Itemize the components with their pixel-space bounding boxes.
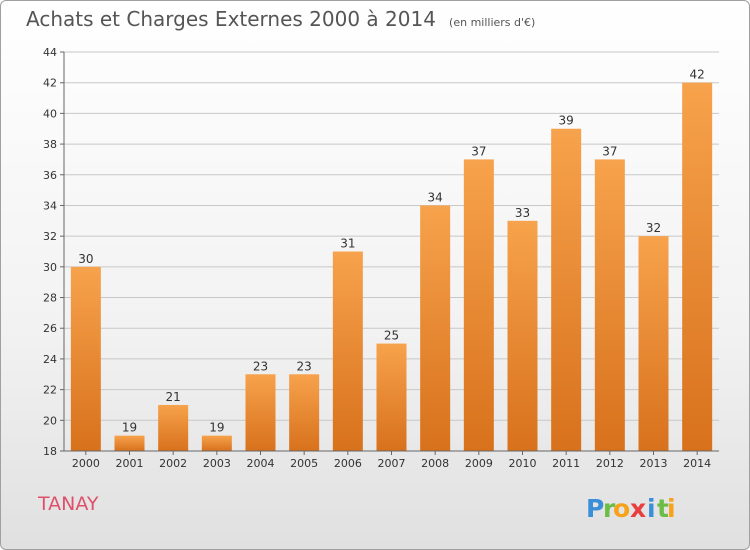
x-tick-label: 2010 [509,457,537,470]
y-tick-label: 26 [43,322,57,335]
bar-2010 [507,220,538,451]
data-label: 23 [297,359,312,373]
y-tick-label: 38 [43,138,57,151]
logo-letter: i [647,494,656,523]
bar-2002 [158,404,189,451]
chart-subtitle: (en milliers d'€) [449,16,536,29]
y-tick-label: 34 [43,199,57,212]
bars [70,82,713,451]
x-tick-label: 2009 [465,457,493,470]
bar-2011 [551,128,582,451]
title-row: Achats et Charges Externes 2000 à 2014 (… [26,7,535,31]
logo-letter: i [667,494,676,523]
data-label: 21 [166,390,181,404]
bar-2012 [594,159,625,451]
bar-2005 [289,374,320,451]
data-label: 39 [559,114,574,128]
data-label: 42 [690,68,705,82]
x-tick-label: 2008 [421,457,449,470]
y-tick-label: 40 [43,107,57,120]
x-tick-label: 2001 [116,457,144,470]
bar-2003 [201,435,232,451]
x-tick-label: 2006 [334,457,362,470]
y-tick-label: 28 [43,292,57,305]
data-label: 37 [602,144,617,158]
x-tick-label: 2011 [552,457,580,470]
data-label: 30 [78,252,93,266]
x-tick-label: 2003 [203,457,231,470]
bar-2004 [245,374,276,451]
axes [60,51,719,455]
x-tick-label: 2002 [159,457,187,470]
bar-2007 [376,343,407,451]
logo-letter: o [613,494,630,523]
data-label: 23 [253,359,268,373]
logo-letter: t [657,494,669,523]
y-tick-label: 22 [43,384,57,397]
data-label: 19 [209,421,224,435]
bar-2014 [682,82,713,451]
bar-2013 [638,236,669,451]
data-label: 33 [515,206,530,220]
data-label: 37 [471,144,486,158]
labels: 18 20 22 24 26 28 30 32 34 36 38 40 42 44 30 2000 19 2001… [43,46,711,470]
x-tick-label: 2013 [640,457,668,470]
data-label: 25 [384,329,399,343]
x-tick-label: 2005 [290,457,318,470]
logo-letter: x [630,494,646,523]
y-tick-label: 24 [43,353,57,366]
logo-letter: r [603,494,616,523]
x-tick-label: 2004 [247,457,275,470]
y-tick-label: 32 [43,230,57,243]
x-tick-label: 2014 [683,457,711,470]
data-label: 31 [340,237,355,251]
data-label: 34 [428,190,443,204]
bar-2009 [463,159,494,451]
y-tick-label: 36 [43,169,57,182]
logo-letter: P [586,494,604,523]
x-tick-label: 2000 [72,457,100,470]
bar-2008 [420,205,451,451]
y-tick-label: 20 [43,414,57,427]
data-label: 19 [122,421,137,435]
chart-title: Achats et Charges Externes 2000 à 2014 [26,7,436,31]
bar-2001 [114,435,145,451]
x-tick-label: 2007 [378,457,406,470]
data-label: 32 [646,221,661,235]
y-tick-label: 42 [43,77,57,90]
proxiti-logo: Pro x i ti [586,494,676,523]
y-tick-label: 44 [43,46,57,59]
location-label: TANAY [38,493,99,515]
x-tick-label: 2012 [596,457,624,470]
bar-2000 [70,266,101,451]
y-tick-label: 30 [43,261,57,274]
bar-2006 [332,251,363,451]
y-tick-label: 18 [43,445,57,458]
